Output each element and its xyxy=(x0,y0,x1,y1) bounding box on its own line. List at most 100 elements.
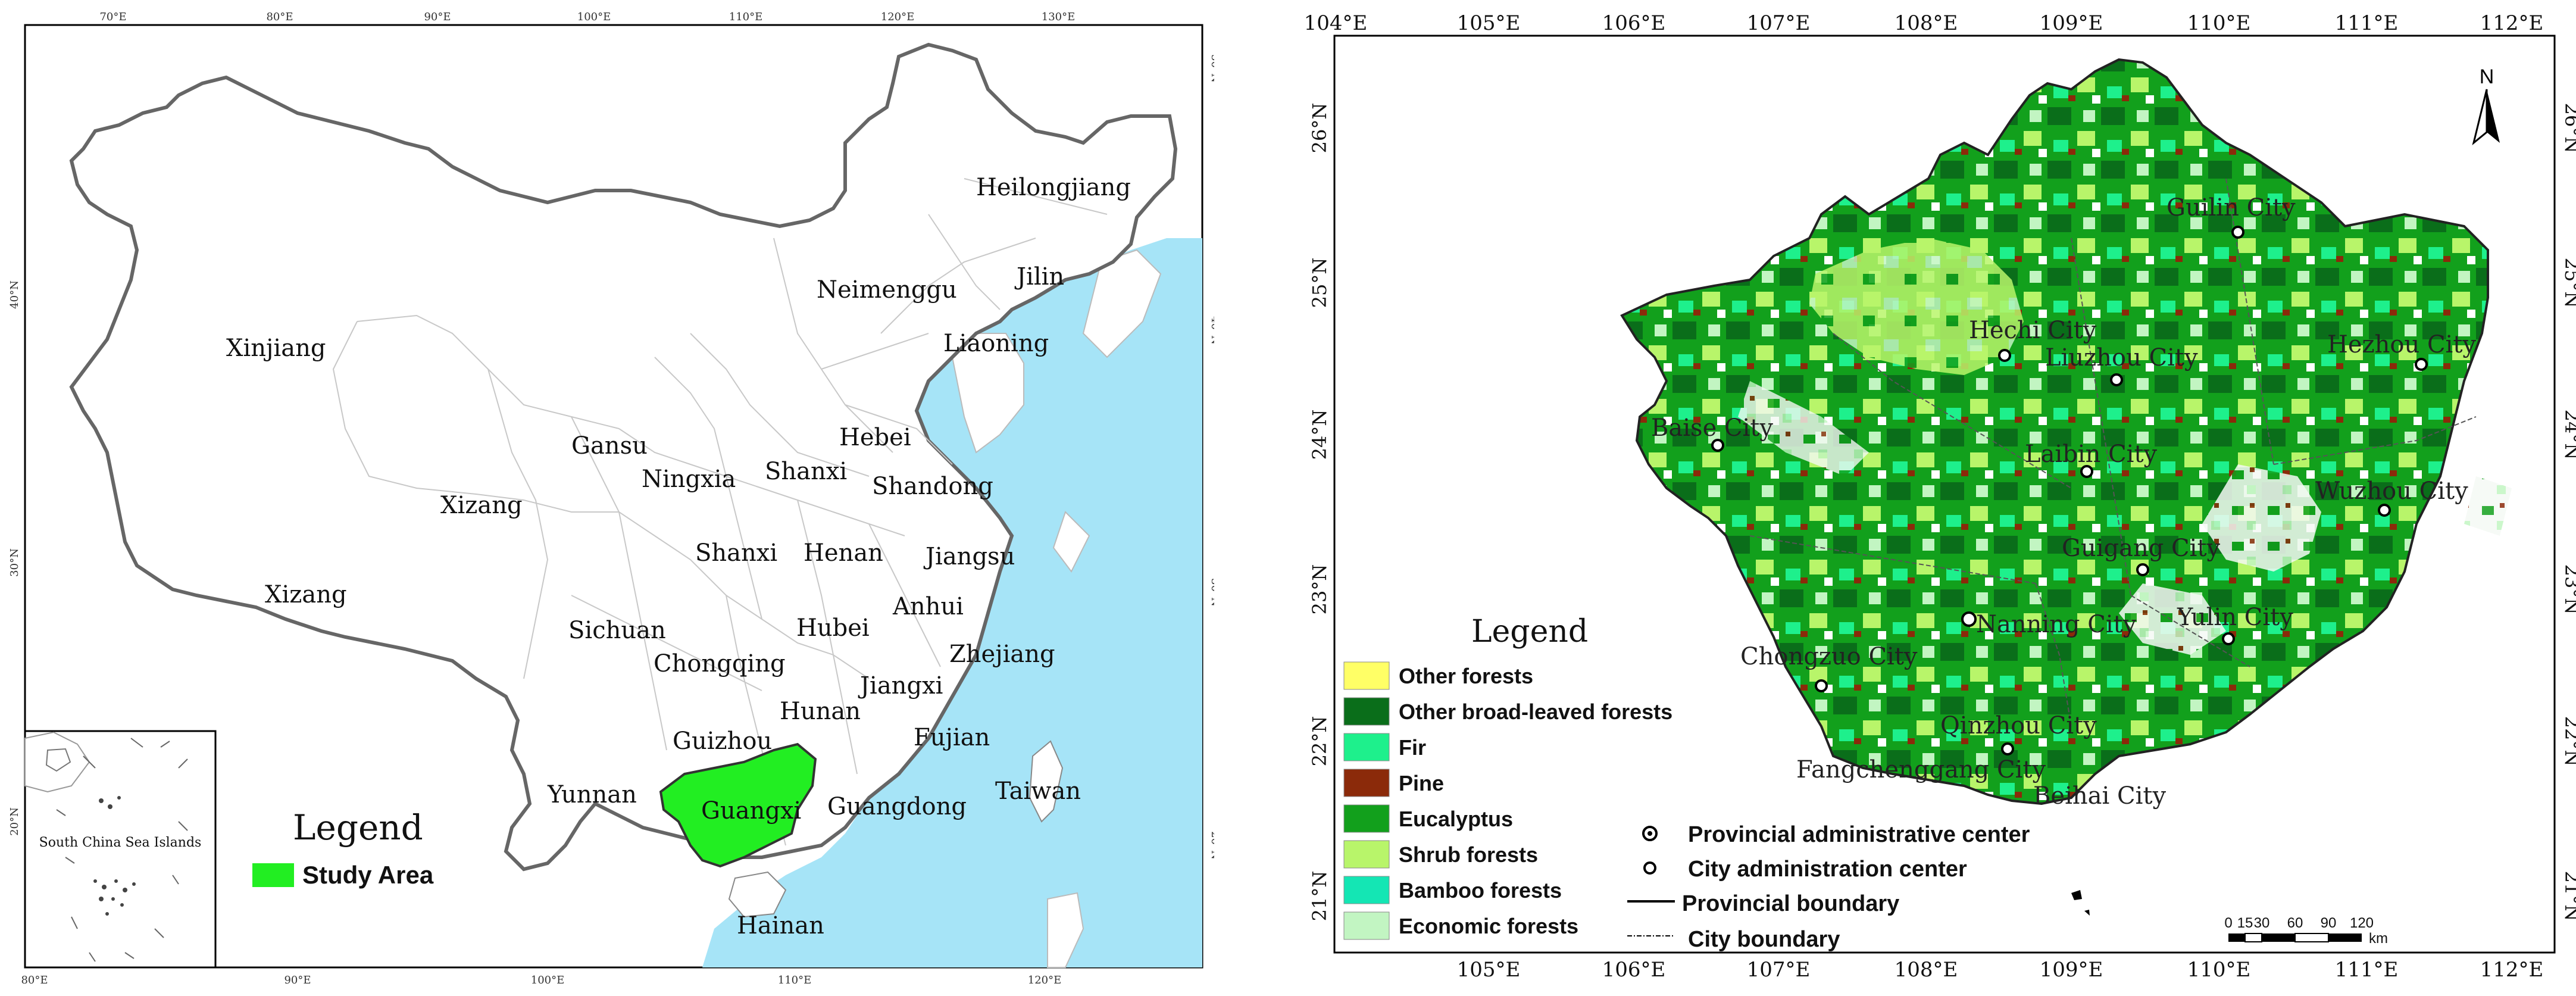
province-label: Xizang xyxy=(440,492,523,519)
bottom-lon-tick: 106°E xyxy=(1602,958,1666,982)
right-lat-tick: 26°N xyxy=(2561,103,2576,154)
province-label: Hainan xyxy=(737,912,824,939)
city-label: Laibin City xyxy=(2025,441,2158,468)
south-china-sea-inset: South China Sea Islands xyxy=(24,730,217,969)
legend-title: Legend xyxy=(1471,614,1588,650)
legend-swatch xyxy=(1343,733,1390,761)
province-label: Jilin xyxy=(1014,263,1064,291)
province-label: Heilongjiang xyxy=(976,174,1131,201)
city-label: Baise City xyxy=(1651,414,1773,442)
taiwan-shape xyxy=(1028,740,1064,823)
top-lon-tick: 109°E xyxy=(2040,11,2103,35)
legend-title: Legend xyxy=(293,807,423,848)
top-lon-tick: 80°E xyxy=(266,11,293,23)
province-label: Hunan xyxy=(780,698,861,725)
legend-label: Eucalyptus xyxy=(1399,807,1513,831)
symbol-label: Provincial administrative center xyxy=(1688,822,2030,847)
china-map-panel: 70°E 80°E 90°E 100°E 110°E 120°E 130°E 8… xyxy=(0,0,1221,994)
bottom-lon-tick: 105°E xyxy=(1457,958,1521,982)
scale-tick: 60 xyxy=(2287,915,2303,931)
legend-label: Pine xyxy=(1399,771,1444,795)
scale-tick: 90 xyxy=(2321,915,2337,931)
province-label: Neimenggu xyxy=(817,276,957,304)
top-lon-tick: 106°E xyxy=(1602,11,1666,35)
city-label: Wuzhou City xyxy=(2315,477,2468,505)
top-lon-tick: 110°E xyxy=(729,11,763,23)
symbol-label: City boundary xyxy=(1688,927,1840,952)
city-label: Guigang City xyxy=(2062,535,2221,562)
legend-label: Shrub forests xyxy=(1399,842,1538,867)
top-lon-tick: 100°E xyxy=(577,11,611,23)
province-label: Henan xyxy=(804,539,883,567)
legend-label: Economic forests xyxy=(1399,914,1578,938)
legend-label: Fir xyxy=(1399,735,1426,760)
right-lat-tick: 30°N xyxy=(1209,578,1214,607)
forest-legend: Legend Other forests Other broad-leaved … xyxy=(1343,614,1672,940)
province-label: Shandong xyxy=(872,473,993,500)
bottom-lon-tick: 107°E xyxy=(1747,958,1811,982)
right-lat-tick: 20°N xyxy=(1209,831,1214,860)
province-label: Shanxi xyxy=(765,458,847,485)
right-lat-tick: 25°N xyxy=(2561,258,2576,308)
province-label: Guangxi xyxy=(701,797,801,825)
bottom-lon-tick: 100°E xyxy=(531,974,565,986)
symbol-legend: Provincial administrative center City ad… xyxy=(1627,822,2030,952)
guangxi-forest-region xyxy=(1620,58,2489,805)
legend-swatch xyxy=(1343,661,1390,690)
province-label: Taiwan xyxy=(995,778,1081,805)
left-lat-tick: 24°N xyxy=(1308,410,1331,460)
north-arrow-icon: N xyxy=(2472,65,2500,146)
right-lat-tick: 22°N xyxy=(2561,716,2576,767)
hainan-shape xyxy=(728,871,787,918)
bottom-lon-tick: 109°E xyxy=(2040,958,2103,982)
city-label: Fangchenggang City xyxy=(1796,756,2046,783)
left-lat-tick: 20°N xyxy=(8,807,21,836)
province-label: Fujian xyxy=(914,724,990,751)
right-lat-tick: 50°N xyxy=(1209,54,1214,83)
left-lat-tick: 22°N xyxy=(1308,716,1331,767)
left-lat-tick: 25°N xyxy=(1308,258,1331,308)
right-lat-tick: 23°N xyxy=(2561,564,2576,615)
city-label: Chongzuo City xyxy=(1740,643,1918,670)
north-label: N xyxy=(2480,65,2494,88)
legend-swatch xyxy=(1343,697,1390,726)
city-label: Qinzhou City xyxy=(1940,712,2097,739)
guangxi-forest-map: 104°E 105°E 106°E 107°E 108°E 109°E 110°… xyxy=(1304,11,2576,982)
scale-unit: km xyxy=(2369,931,2388,947)
left-lat-tick: 23°N xyxy=(1308,564,1331,615)
legend-swatch xyxy=(1343,804,1390,833)
bottom-lon-tick: 112°E xyxy=(2480,958,2544,982)
symbol-label: City administration center xyxy=(1688,857,1967,882)
bottom-lon-tick: 120°E xyxy=(1028,974,1062,986)
province-label: Ningxia xyxy=(642,466,736,493)
left-lat-tick: 21°N xyxy=(1308,871,1331,922)
legend-label: Other broad-leaved forests xyxy=(1399,700,1672,724)
guangxi-forest-map-panel: 104°E 105°E 106°E 107°E 108°E 109°E 110°… xyxy=(1298,0,2576,994)
scale-tick: 120 xyxy=(2350,915,2374,931)
top-lon-tick: 130°E xyxy=(1042,11,1076,23)
top-lon-tick: 105°E xyxy=(1457,11,1521,35)
right-lat-tick: 24°N xyxy=(2561,410,2576,460)
city-label: Hechi City xyxy=(1969,317,2097,344)
left-lat-tick: 40°N xyxy=(8,280,21,309)
city-label: Yulin City xyxy=(2177,604,2293,631)
province-label: Xizang xyxy=(265,581,347,608)
legend-label: Bamboo forests xyxy=(1399,878,1562,903)
province-label: Jiangsu xyxy=(923,543,1015,570)
province-label: Chongqing xyxy=(654,650,786,677)
city-markers xyxy=(1711,226,2428,755)
bottom-lon-tick: 80°E xyxy=(21,974,48,986)
province-label: Yunnan xyxy=(547,781,637,808)
city-label: Guilin City xyxy=(2167,194,2296,221)
top-lon-tick: 111°E xyxy=(2335,11,2399,35)
scale-tick: 30 xyxy=(2254,915,2270,931)
legend-swatch xyxy=(1343,911,1390,940)
province-label: Sichuan xyxy=(568,617,666,644)
scale-tick: 15 xyxy=(2237,915,2253,931)
top-lon-tick: 112°E xyxy=(2480,11,2544,35)
china-outline xyxy=(69,42,1178,872)
city-label: Hezhou City xyxy=(2327,331,2476,358)
province-label: Liaoning xyxy=(943,330,1049,357)
scale-tick: 0 xyxy=(2224,915,2232,931)
city-label: Liuzhou City xyxy=(2045,344,2198,371)
